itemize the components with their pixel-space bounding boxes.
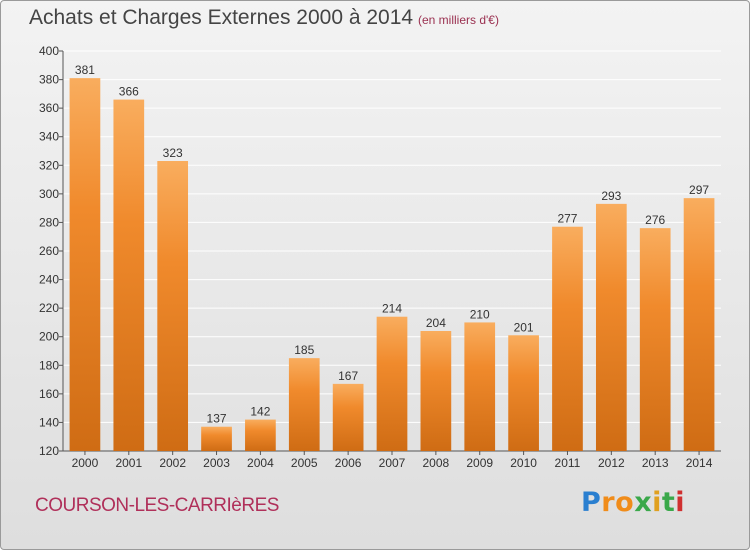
x-tick-label: 2009 [466, 456, 493, 470]
y-tick-label: 380 [39, 73, 59, 87]
y-tick-label: 260 [39, 244, 59, 258]
logo-letter: i [652, 487, 662, 518]
bar [639, 228, 671, 451]
data-label: 323 [163, 146, 183, 160]
y-tick-label: 300 [39, 187, 59, 201]
y-tick-label: 340 [39, 130, 59, 144]
bar [288, 358, 320, 451]
bar [245, 419, 276, 451]
bar [201, 426, 232, 451]
data-label: 381 [75, 63, 95, 77]
logo-letter: i [675, 487, 686, 518]
commune-name: COURSON-LES-CARRIèRES [35, 495, 279, 516]
data-label: 276 [645, 213, 665, 227]
x-tick-label: 2007 [379, 456, 406, 470]
bar [552, 226, 583, 451]
x-tick-label: 2012 [598, 456, 625, 470]
data-label: 137 [207, 412, 227, 426]
x-tick-labels: 2000 2001 2002 2003 2004 2005 2006 2007 2008 2009… [72, 456, 713, 470]
bar [332, 383, 364, 451]
y-tick-label: 240 [39, 273, 59, 287]
bar [113, 99, 145, 452]
x-tick-label: 2010 [510, 456, 537, 470]
y-tick-label: 400 [39, 44, 59, 58]
x-tick-label: 2011 [555, 456, 581, 470]
x-tick-label: 2008 [423, 456, 450, 470]
bars [69, 78, 715, 452]
data-label: 204 [426, 316, 446, 330]
data-label: 167 [338, 369, 358, 383]
bar [683, 198, 715, 451]
logo-letter: r [601, 487, 616, 518]
bar [508, 335, 539, 451]
y-tick-label: 320 [39, 158, 59, 172]
data-label: 142 [250, 405, 270, 419]
data-label: 366 [119, 85, 139, 99]
y-tick-label: 220 [39, 301, 59, 315]
y-tick-label: 120 [39, 444, 59, 458]
y-tick-label: 160 [39, 387, 59, 401]
data-label: 277 [557, 212, 577, 226]
bar [595, 203, 627, 451]
y-tick-label: 280 [39, 215, 59, 229]
data-label: 293 [601, 189, 621, 203]
y-tick-labels: 120 140 160 180 200 220 240 260 280 300 320 340 360 3… [39, 44, 59, 458]
x-tick-label: 2013 [642, 456, 669, 470]
y-tick-label: 360 [39, 101, 59, 115]
chart-title: Achats et Charges Externes 2000 à 2014 [29, 6, 414, 29]
x-tick-label: 2005 [291, 456, 318, 470]
logo-letter: x [634, 487, 653, 518]
data-labels: 381 366 323 137 142 185 167 214 204 210 201 277 293 2… [75, 63, 709, 426]
bar [376, 316, 408, 451]
bar [464, 322, 496, 451]
bar [157, 161, 189, 451]
y-tick-label: 200 [39, 330, 59, 344]
logo-letter: o [615, 487, 635, 518]
x-tick-label: 2003 [203, 456, 230, 470]
logo-letter: t [661, 487, 676, 518]
y-tick-label: 140 [39, 415, 59, 429]
data-label: 214 [382, 302, 402, 316]
x-tick-label: 2001 [115, 456, 142, 470]
data-label: 297 [689, 183, 709, 197]
chart-subtitle: (en milliers d'€) [418, 13, 499, 27]
data-label: 185 [294, 343, 314, 357]
x-tick-label: 2004 [247, 456, 274, 470]
data-label: 201 [514, 320, 534, 334]
x-tick-label: 2006 [335, 456, 362, 470]
x-tick-label: 2014 [686, 456, 713, 470]
bar [69, 78, 101, 452]
proxiti-logo: Proxiti [581, 487, 685, 518]
data-label: 210 [470, 307, 490, 321]
x-tick-label: 2002 [159, 456, 186, 470]
bar [420, 331, 452, 451]
logo-letter: P [581, 487, 602, 518]
x-tick-label: 2000 [72, 456, 99, 470]
y-tick-label: 180 [39, 358, 59, 372]
